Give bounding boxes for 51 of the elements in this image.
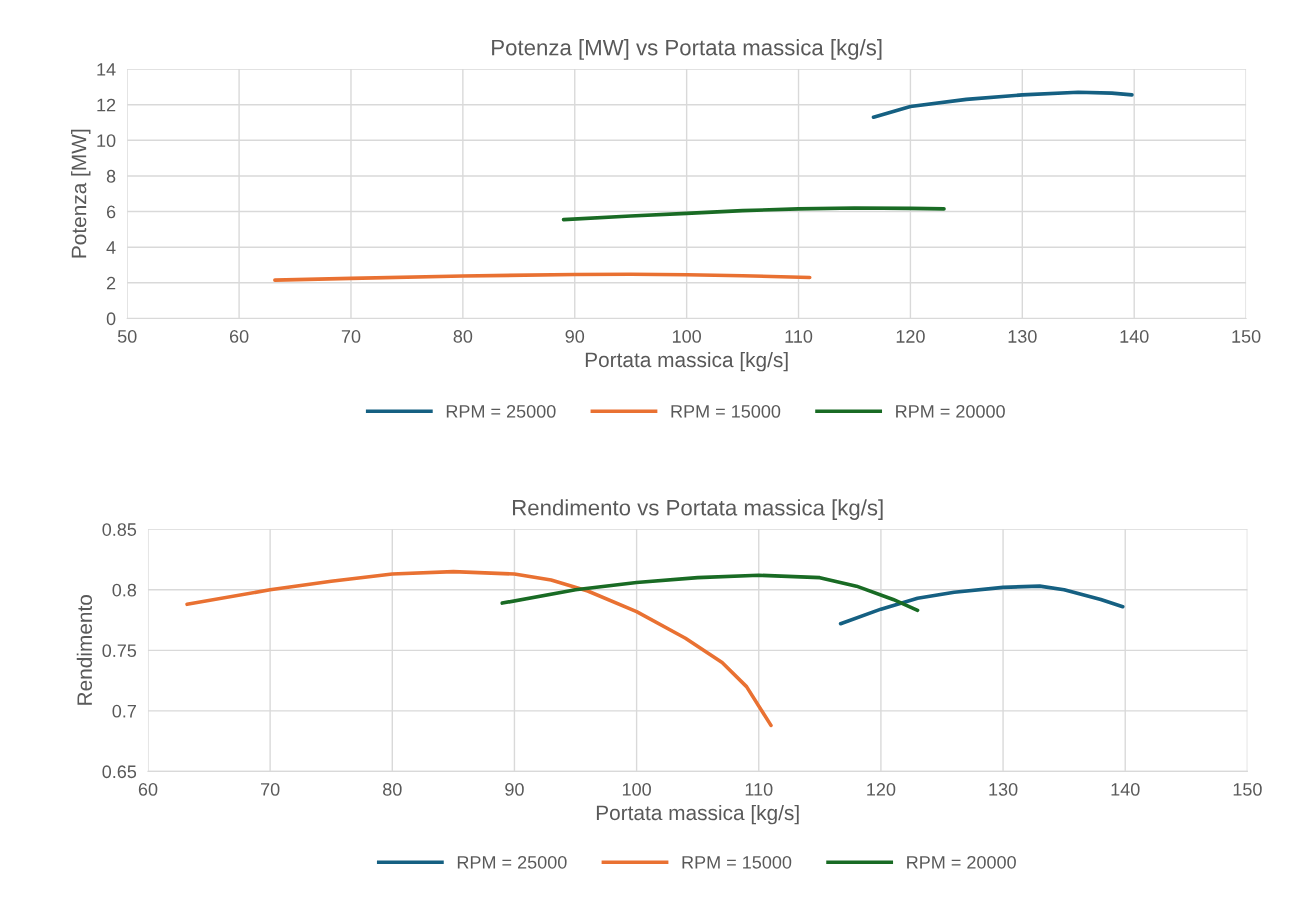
x-tick-label: 60	[138, 783, 158, 796]
chart-title: Rendimento vs Portata massica [kg/s]	[513, 499, 883, 520]
legend-label: RPM = 20000	[896, 404, 1005, 418]
x-tick-label: 130	[989, 783, 1018, 796]
line-series	[500, 573, 920, 613]
x-tick-label: 80	[383, 783, 402, 796]
legend-label: RPM = 15000	[671, 404, 781, 418]
x-axis-title: Portata massica [kg/s]	[596, 804, 799, 825]
x-tick-label: 120	[896, 330, 925, 343]
y-tick-label: 8	[106, 169, 116, 183]
line-series	[838, 584, 1125, 626]
y-tick-label: 0.75	[102, 644, 137, 658]
y-axis-title: Rendimento	[76, 595, 93, 705]
x-tick-label: 90	[565, 330, 585, 343]
x-tick-label: 100	[672, 330, 701, 343]
x-tick-label: 70	[341, 330, 361, 343]
x-tick-label: 140	[1120, 330, 1149, 343]
y-tick-label: 0.7	[112, 704, 136, 718]
x-tick-label: 150	[1233, 783, 1262, 796]
x-tick-label: 110	[785, 330, 813, 343]
x-tick-label: 140	[1111, 783, 1140, 796]
y-tick-label: 0.8	[112, 583, 137, 597]
x-tick-label: 100	[622, 783, 651, 796]
x-axis-title: Portata massica [kg/s]	[585, 351, 788, 372]
x-tick-label: 50	[117, 330, 137, 343]
y-tick-label: 0	[106, 312, 116, 326]
x-tick-label: 70	[261, 783, 280, 796]
legend-label: RPM = 15000	[682, 855, 792, 869]
x-tick-label: 120	[867, 783, 896, 796]
y-tick-label: 12	[97, 98, 116, 112]
x-tick-label: 60	[229, 330, 249, 343]
x-tick-label: 150	[1232, 330, 1261, 343]
y-axis-title: Potenza [MW]	[71, 129, 91, 258]
chart-title: Potenza [MW] vs Portata massica [kg/s]	[492, 39, 882, 60]
y-tick-label: 2	[106, 276, 116, 290]
y-tick-label: 0.85	[102, 523, 137, 536]
legend-label: RPM = 20000	[907, 855, 1016, 869]
legend-label: RPM = 25000	[457, 855, 567, 869]
y-tick-label: 6	[106, 205, 116, 219]
legend-label: RPM = 25000	[446, 404, 556, 418]
x-tick-label: 130	[1008, 330, 1037, 343]
y-tick-label: 14	[97, 63, 116, 76]
y-tick-label: 0.65	[102, 765, 137, 779]
x-tick-label: 80	[453, 330, 473, 343]
x-tick-label: 90	[505, 783, 524, 796]
line-series	[871, 90, 1134, 119]
y-tick-label: 10	[97, 134, 116, 148]
line-series	[185, 569, 773, 728]
y-tick-label: 4	[106, 241, 116, 254]
x-tick-label: 110	[745, 783, 773, 796]
line-series	[561, 206, 946, 222]
